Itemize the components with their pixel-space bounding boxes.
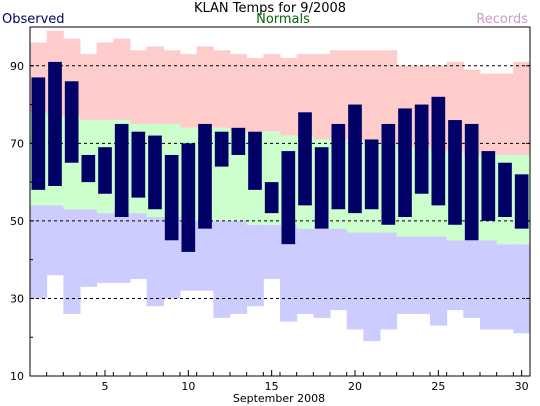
axis-layer: 10 30 50 70 90 5 10 15 20 25 30 xyxy=(10,26,530,393)
record-low-band xyxy=(430,236,448,326)
observed-bar xyxy=(381,123,396,225)
grid-layer xyxy=(30,65,530,299)
record-low-band xyxy=(396,236,414,314)
record-low-band xyxy=(30,205,48,299)
record-low-band xyxy=(80,209,98,287)
x-tick-label: 30 xyxy=(515,380,529,393)
record-high-band xyxy=(163,50,181,124)
record-low-band xyxy=(446,240,464,311)
y-tick-label: 10 xyxy=(10,370,24,383)
observed-bar xyxy=(131,131,146,198)
x-axis-label: September 2008 xyxy=(233,392,325,405)
record-low-band xyxy=(63,209,81,314)
observed-bar xyxy=(164,154,179,241)
y-tick-label: 70 xyxy=(10,137,24,150)
observed-bar xyxy=(231,127,246,155)
record-high-band xyxy=(513,61,531,155)
record-low-band xyxy=(46,205,64,276)
record-low-band xyxy=(213,220,231,318)
x-tick-label: 20 xyxy=(348,380,362,393)
record-high-band xyxy=(180,54,198,128)
record-low-band xyxy=(380,232,398,330)
record-high-band xyxy=(80,54,98,121)
observed-bar xyxy=(431,96,446,206)
observed-bar xyxy=(264,182,279,214)
observed-bar xyxy=(281,151,296,245)
record-high-band xyxy=(213,50,231,128)
observed-bar xyxy=(348,104,362,214)
observed-bar xyxy=(414,104,429,194)
record-high-band xyxy=(146,46,164,124)
record-high-band xyxy=(230,54,248,132)
record-low-band xyxy=(296,228,314,314)
record-high-band xyxy=(263,54,281,132)
y-tick-label: 50 xyxy=(10,215,24,228)
x-tick-label: 25 xyxy=(431,380,445,393)
record-low-band xyxy=(246,224,264,307)
record-high-band xyxy=(96,42,114,121)
record-low-band xyxy=(230,220,248,314)
record-low-band xyxy=(363,232,381,342)
observed-bar xyxy=(31,77,46,190)
record-high-band xyxy=(130,50,148,124)
record-low-band xyxy=(146,217,164,307)
record-high-band xyxy=(496,73,514,155)
observed-bar xyxy=(98,147,112,194)
record-high-band xyxy=(196,46,214,128)
observed-bar xyxy=(64,81,79,163)
record-low-band xyxy=(496,244,514,330)
record-low-band xyxy=(130,213,148,280)
observed-bar xyxy=(81,154,96,183)
record-low-band xyxy=(413,236,431,314)
record-high-band xyxy=(330,50,348,140)
record-high-band xyxy=(280,58,298,136)
record-high-band xyxy=(313,54,331,140)
observed-bar xyxy=(464,123,479,241)
chart-title: KLAN Temps for 9/2008 xyxy=(194,1,346,16)
record-low-band xyxy=(113,213,131,283)
observed-bar xyxy=(148,135,162,210)
x-tick-label: 5 xyxy=(102,380,109,393)
record-low-band xyxy=(313,228,331,318)
record-high-band xyxy=(113,38,131,121)
legend-normals: Normals xyxy=(256,12,310,27)
observed-bar xyxy=(48,61,62,186)
record-low-band xyxy=(196,220,214,291)
observed-bar xyxy=(248,131,262,190)
record-high-band xyxy=(363,50,381,144)
observed-bar xyxy=(364,139,379,210)
record-low-band xyxy=(280,224,298,322)
y-tick-label: 90 xyxy=(10,60,24,73)
record-low-band xyxy=(330,228,348,311)
x-tick-label: 15 xyxy=(265,380,279,393)
record-low-band xyxy=(96,213,114,283)
observed-bar xyxy=(481,151,496,221)
observed-bar xyxy=(114,123,129,218)
observed-bar xyxy=(181,143,196,252)
record-low-band xyxy=(463,240,481,318)
y-tick-label: 30 xyxy=(10,292,24,305)
record-low-band xyxy=(513,244,531,334)
record-high-band xyxy=(480,73,498,155)
observed-bar xyxy=(331,123,346,210)
record-high-band xyxy=(246,58,264,132)
legend-records: Records xyxy=(476,12,528,27)
record-low-band xyxy=(263,224,281,280)
record-low-band xyxy=(346,232,364,330)
observed-bar xyxy=(514,174,529,229)
observed-bar xyxy=(498,162,512,218)
observed-bar xyxy=(298,112,312,206)
observed-bar xyxy=(198,123,212,229)
observed-layer xyxy=(31,61,529,252)
observed-bar xyxy=(214,131,229,167)
record-low-band xyxy=(480,240,498,330)
observed-bar xyxy=(314,147,329,229)
x-tick-label: 10 xyxy=(181,380,195,393)
record-high-band xyxy=(380,50,398,144)
legend-observed: Observed xyxy=(2,12,65,27)
observed-bar xyxy=(398,108,412,218)
observed-bar xyxy=(448,120,462,225)
